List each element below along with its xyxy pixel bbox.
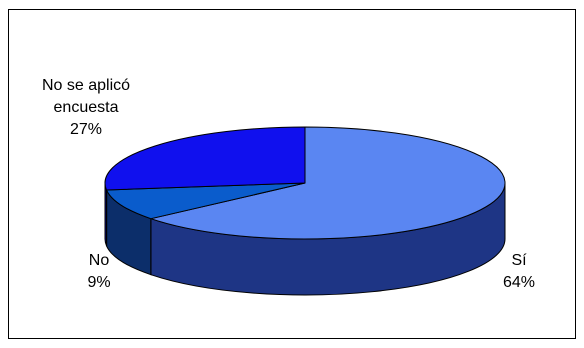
pie-tops [104, 126, 506, 240]
data-label-s-: Sí 64% [503, 252, 535, 291]
data-label-category: encuesta [54, 99, 119, 116]
data-label-value: 9% [87, 274, 110, 291]
slice-no [106, 182, 306, 220]
data-label-category: Sí [511, 252, 527, 269]
data-label-value: 27% [70, 121, 102, 138]
pie-chart: Sí 64% No 9% No se aplicó encuesta 27% [42, 77, 535, 296]
data-label-category: No se aplicó [42, 77, 130, 94]
data-label-value: 64% [503, 274, 535, 291]
data-label-category: No [89, 252, 110, 269]
data-label-no-se-aplic-encuesta: No se aplicó encuesta 27% [42, 77, 130, 138]
slice-no-se-aplic-encuesta [104, 126, 306, 191]
slice-s- [150, 126, 506, 240]
chart-frame: Sí 64% No 9% No se aplicó encuesta 27% [8, 9, 576, 339]
data-label-no: No 9% [87, 252, 110, 291]
pie-labels: Sí 64% No 9% No se aplicó encuesta 27% [42, 77, 535, 291]
